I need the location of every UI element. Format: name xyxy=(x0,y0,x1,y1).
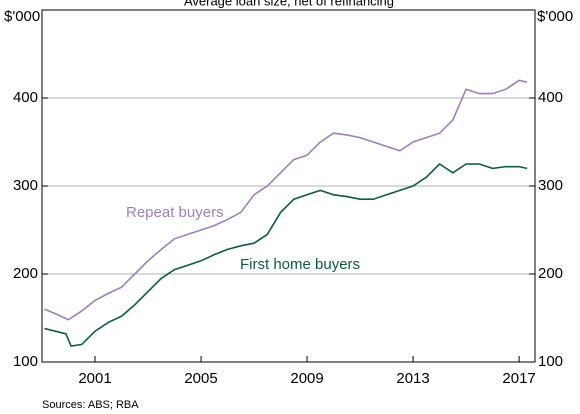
plot-frame xyxy=(41,9,536,363)
line-series xyxy=(44,162,528,348)
y-tick-label: 100 xyxy=(13,353,38,370)
x-tick-label: 2013 xyxy=(396,370,429,387)
x-tick-label: 2001 xyxy=(78,370,111,387)
y2-tick-label: 100 xyxy=(538,353,563,370)
y2-tick-label: 400 xyxy=(538,89,563,106)
y-unit-left: $'000 xyxy=(4,8,40,25)
y-tick-label: 200 xyxy=(13,265,38,282)
x-tick-label: 2017 xyxy=(502,370,535,387)
chart-title: Average loan size, net of refinancing xyxy=(184,0,394,8)
source: Sources: ABS; RBA xyxy=(42,399,139,411)
annotation: Repeat buyers xyxy=(126,204,224,221)
x-tick-label: 2009 xyxy=(290,370,323,387)
x-tick-label: 2005 xyxy=(184,370,217,387)
line-series xyxy=(44,79,528,321)
y2-tick-label: 300 xyxy=(538,177,563,194)
y-tick-label: 300 xyxy=(13,177,38,194)
y2-tick-label: 200 xyxy=(538,265,563,282)
y-unit-right: $'000 xyxy=(537,8,573,25)
annotation: First home buyers xyxy=(240,256,360,273)
y-tick-label: 400 xyxy=(13,89,38,106)
